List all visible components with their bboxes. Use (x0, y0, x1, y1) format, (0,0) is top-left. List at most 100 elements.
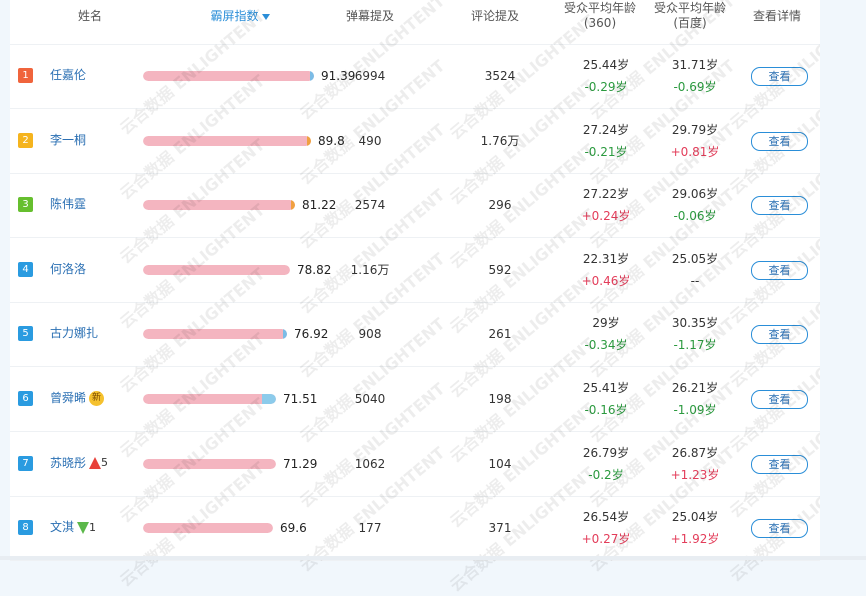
age-360-value: 26.54岁 (582, 510, 630, 525)
header-comment: 评论提及 (470, 9, 519, 23)
index-bar-fill (143, 200, 295, 211)
table-row: 2 李一桐 89.8 490 1.76万 27.24岁 -0.21岁 29.79岁 +0.81岁… (10, 56, 866, 208)
page-background (820, 0, 866, 560)
table-row: 4 何洛洛 78.82 1.16万 592 22.31岁 +0.46岁 25.05岁 -- 查看云… (10, 185, 866, 337)
age-baidu-value: 25.05岁 (671, 251, 719, 266)
index-bar (143, 329, 287, 340)
rank-badge: 8 (18, 520, 33, 536)
index-score: 71.51 (283, 392, 318, 406)
danmu-count: 5040 (354, 392, 386, 406)
danmu-count: 6994 (354, 69, 386, 83)
age-baidu-delta: -- (690, 273, 700, 288)
age-360-value: 25.41岁 (582, 381, 630, 395)
person-name[interactable]: 何洛洛 (50, 261, 86, 277)
person-name[interactable]: 苏晓彤 5 (50, 455, 108, 472)
table-row: 5 古力娜扎 76.92 908 261 29岁 -0.34岁 30.35岁 -1.17岁 查看云… (10, 250, 866, 402)
age-360-delta: -0.34岁 (584, 338, 628, 353)
index-bar (143, 394, 276, 404)
index-bar (143, 135, 311, 146)
age-baidu-value: 25.04岁 (671, 510, 719, 525)
person-name-text[interactable]: 曾舜晞 (50, 391, 87, 405)
rank-badge: 3 (18, 197, 33, 213)
comment-count: 296 (488, 198, 512, 213)
age-360-delta: +0.46岁 (581, 273, 631, 288)
trend-value: 1 (89, 520, 97, 534)
person-name-text[interactable]: 文淇 (50, 520, 75, 535)
age-360-value: 26.79岁 (582, 445, 630, 460)
index-score: 69.6 (280, 521, 307, 536)
index-bar (143, 200, 295, 211)
person-name-text[interactable]: 何洛洛 (50, 261, 87, 276)
index-bar-tip (283, 329, 287, 340)
person-name[interactable]: 陈伟霆 (50, 196, 86, 212)
view-detail-button[interactable]: 查看 (751, 260, 808, 280)
person-name[interactable]: 文淇 1 (50, 519, 96, 536)
new-badge: 新 (89, 391, 105, 406)
danmu-count: 2574 (354, 198, 386, 213)
age-360-delta: +0.27岁 (581, 532, 631, 547)
index-bar-tip (310, 71, 314, 81)
view-detail-button[interactable]: 查看 (751, 519, 808, 539)
age-baidu-delta: +0.81岁 (670, 144, 720, 159)
header-age-360: 受众平均年龄 (360) (555, 1, 645, 31)
person-name[interactable]: 李一桐 (50, 132, 86, 148)
trend-up-indicator: 5 (89, 455, 108, 471)
age-baidu-delta: -1.09岁 (673, 403, 717, 417)
person-name[interactable]: 曾舜晞新 (50, 390, 105, 406)
person-name-text[interactable]: 古力娜扎 (50, 326, 99, 341)
age-baidu-delta: -1.17岁 (673, 338, 717, 353)
index-bar (143, 71, 314, 81)
age-360-value: 27.24岁 (582, 122, 630, 137)
danmu-count: 908 (358, 327, 382, 342)
table-row: 8 文淇 1 69.6 177 371 26.54岁 +0.27岁 25.04岁 +1.92岁 查看… (10, 443, 866, 595)
view-detail-button[interactable]: 查看 (751, 196, 808, 216)
view-detail-button[interactable]: 查看 (751, 131, 808, 151)
rank-badge: 7 (18, 455, 33, 471)
person-name-text[interactable]: 陈伟霆 (50, 197, 87, 212)
index-bar (143, 264, 290, 275)
comment-count: 3524 (484, 69, 516, 83)
rank-badge: 2 (18, 132, 33, 148)
header-danmu: 弹幕提及 (345, 9, 394, 23)
header-age-baidu-title: 受众平均年龄 (653, 1, 726, 15)
age-360-delta: +0.24岁 (581, 209, 631, 224)
person-name-text[interactable]: 苏晓彤 (50, 455, 87, 470)
age-360-delta: -0.16岁 (584, 403, 628, 417)
trend-down-indicator: 1 (77, 520, 96, 536)
comment-count: 371 (488, 521, 512, 536)
view-detail-button[interactable]: 查看 (751, 67, 808, 86)
age-baidu-delta: -0.69岁 (673, 80, 717, 94)
bottom-divider (0, 556, 866, 560)
danmu-count: 1.16万 (350, 262, 390, 277)
age-360-value: 22.31岁 (582, 251, 630, 266)
index-bar-fill (143, 329, 287, 340)
table-row: 1 任嘉伦 91.39 6994 3524 25.44岁 -0.29岁 31.71岁 -0.69… (10, 0, 866, 143)
header-age-360-source: (360) (583, 16, 617, 30)
header-index[interactable]: 霸屏指数 (185, 9, 295, 24)
age-baidu-delta: +1.23岁 (670, 467, 720, 482)
index-bar-tip (262, 394, 276, 404)
header-age-baidu: 受众平均年龄 (百度) (645, 1, 735, 31)
trend-value: 5 (101, 456, 109, 470)
person-name[interactable]: 任嘉伦 (50, 67, 86, 83)
view-detail-button[interactable]: 查看 (751, 454, 808, 474)
comment-count: 261 (488, 327, 512, 342)
arrow-up-icon (89, 457, 102, 470)
age-baidu-value: 31.71岁 (671, 58, 719, 72)
person-name-text[interactable]: 李一桐 (50, 132, 87, 147)
age-baidu-value: 26.87岁 (671, 445, 719, 460)
rank-badge: 6 (18, 391, 33, 406)
sort-desc-icon[interactable] (261, 13, 270, 20)
danmu-count: 1062 (354, 456, 386, 471)
person-name[interactable]: 古力娜扎 (50, 325, 98, 341)
comment-count: 198 (488, 392, 512, 406)
person-name-text[interactable]: 任嘉伦 (50, 68, 87, 82)
index-bar-fill (143, 523, 273, 534)
age-baidu-value: 29.79岁 (671, 122, 719, 137)
age-baidu-delta: -0.06岁 (673, 209, 717, 224)
view-detail-button[interactable]: 查看 (751, 325, 808, 345)
header-name: 姓名 (77, 9, 102, 23)
index-bar-tip (291, 200, 295, 211)
view-detail-button[interactable]: 查看 (751, 390, 808, 409)
table-row: 7 苏晓彤 5 71.29 1062 104 26.79岁 -0.2岁 26.87岁 +1.23岁… (10, 379, 866, 531)
